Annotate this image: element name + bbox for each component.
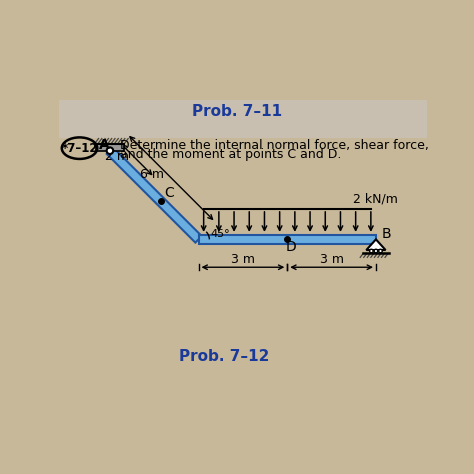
Text: A: A [99, 138, 109, 153]
Text: 45°: 45° [210, 229, 229, 239]
Text: 6 m: 6 m [140, 168, 164, 181]
Text: 3 m: 3 m [319, 253, 344, 266]
Circle shape [379, 249, 382, 253]
Text: and the moment at points C and D.: and the moment at points C and D. [120, 148, 341, 161]
Text: Prob. 7–12: Prob. 7–12 [179, 349, 269, 364]
Circle shape [374, 249, 378, 253]
Bar [59, 98, 427, 138]
Text: Prob. 7–11: Prob. 7–11 [191, 104, 282, 119]
Text: B: B [382, 227, 391, 241]
Text: 3 m: 3 m [231, 253, 255, 266]
Polygon shape [366, 239, 385, 250]
Text: C: C [164, 186, 174, 200]
Polygon shape [199, 235, 376, 244]
Bar [96, 144, 124, 151]
Text: *7–12: *7–12 [61, 142, 98, 155]
Circle shape [370, 249, 373, 253]
Text: Determine the internal normal force, shear force,: Determine the internal normal force, she… [120, 138, 429, 152]
Text: D: D [286, 240, 297, 254]
Text: 2 m: 2 m [105, 150, 129, 163]
Text: 2 kN/m: 2 kN/m [353, 192, 398, 206]
Polygon shape [107, 147, 202, 243]
Circle shape [107, 147, 113, 154]
